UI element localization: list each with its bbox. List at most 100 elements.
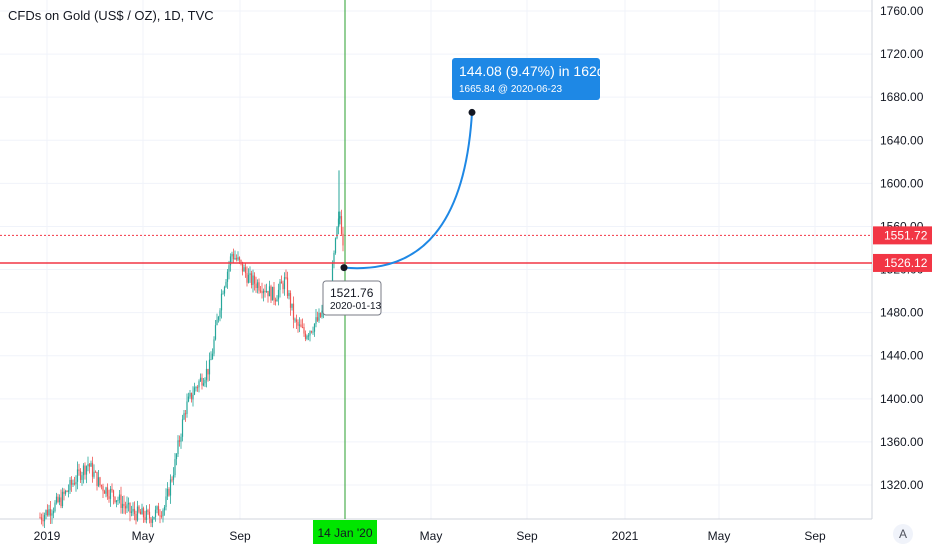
candle-body [75, 481, 77, 485]
candle-body [151, 519, 154, 523]
candle-body [111, 488, 113, 491]
candle-body [106, 487, 109, 497]
y-tick-label: 1400.00 [880, 392, 924, 406]
candle-body [190, 392, 193, 400]
candle-body [105, 487, 107, 494]
projection-end-label: 1665.84 @ 2020-06-23 [459, 84, 562, 95]
candle-body [172, 475, 175, 480]
candle-body [87, 464, 89, 467]
candle-body [336, 227, 338, 239]
candle-body [96, 471, 98, 486]
candle-body [156, 506, 158, 510]
candle-body [255, 283, 257, 288]
candle-body [310, 331, 313, 333]
candle-body [250, 273, 253, 286]
candle-body [114, 496, 116, 503]
cursor-date-label: 14 Jan '20 [317, 526, 372, 540]
candle-body [160, 515, 163, 517]
candle-body [142, 508, 145, 518]
candle-body [100, 485, 103, 487]
candle-body [63, 491, 65, 494]
candle-body [51, 513, 53, 516]
projection-change-label: 144.08 (9.47%) in 162d [459, 63, 605, 79]
candle-body [313, 323, 316, 332]
y-tick-label: 1480.00 [880, 306, 924, 320]
candle-body [331, 262, 334, 289]
candle-body [115, 500, 118, 503]
x-tick-label: May [132, 529, 155, 543]
candle-body [274, 299, 277, 302]
cursor-date-badge [313, 520, 377, 544]
x-tick-label: May [420, 529, 443, 543]
candle-body [228, 265, 230, 272]
candle-body [193, 387, 196, 395]
candle-body [88, 464, 91, 467]
candle-body [157, 506, 160, 516]
candle-body [288, 293, 290, 296]
candle-body [252, 275, 254, 286]
candle-body [292, 303, 295, 320]
candle-body [58, 497, 61, 503]
candle-body [208, 359, 211, 375]
candle-body [273, 286, 275, 300]
y-tick-label: 1760.00 [880, 4, 924, 18]
y-tick-label: 1640.00 [880, 133, 924, 147]
candle-body [285, 277, 287, 279]
candle-body [118, 494, 121, 500]
candle-body [295, 319, 298, 322]
candle-body [52, 511, 55, 514]
candle-body [342, 233, 344, 246]
candle-body [283, 277, 286, 290]
candle-body [70, 479, 73, 485]
line-level-label: 1526.12 [884, 256, 928, 270]
candle-body [148, 511, 151, 519]
candle-body [222, 293, 224, 295]
candle-body [321, 310, 323, 317]
candle-body [54, 502, 56, 512]
candle-body [82, 465, 85, 476]
candle-body [253, 275, 256, 284]
candle-body [280, 281, 283, 284]
candle-body [249, 273, 251, 275]
candle-body [333, 252, 335, 263]
projection-tooltip [452, 58, 600, 100]
candle-body [196, 387, 199, 389]
candle-body [147, 510, 149, 512]
candle-body [264, 290, 266, 293]
candle-body [48, 509, 50, 516]
candle-body [276, 299, 278, 302]
candle-body [129, 502, 131, 513]
candle-body [213, 339, 215, 354]
candle-body [43, 515, 46, 522]
candle-body [229, 256, 232, 266]
candle-body [174, 459, 176, 476]
candle-body [294, 319, 296, 321]
candle-body [81, 475, 83, 480]
candle-body [162, 510, 164, 517]
x-tick-label: 2021 [612, 529, 639, 543]
candle-body [168, 489, 170, 496]
line-level-badge [873, 253, 932, 272]
x-tick-label: May [708, 529, 731, 543]
candle-body [73, 483, 76, 485]
candle-body [268, 286, 271, 297]
candle-body [72, 483, 74, 485]
x-tick-label: Sep [804, 529, 826, 543]
candle-body [243, 267, 245, 272]
candle-body [262, 290, 265, 294]
candle-body [144, 517, 146, 521]
candle-body [67, 490, 70, 492]
candle-body [123, 503, 125, 507]
candle-body [64, 490, 67, 494]
candle-body [289, 293, 292, 308]
candle-body [169, 479, 172, 496]
auto-scale-button[interactable]: A [893, 524, 913, 544]
last-price-badge [873, 226, 932, 245]
candle-body [204, 379, 206, 384]
candle-body [334, 238, 337, 253]
candle-body [165, 496, 167, 508]
candle-body [79, 470, 82, 480]
candle-body [303, 327, 305, 334]
candle-body [189, 392, 191, 397]
